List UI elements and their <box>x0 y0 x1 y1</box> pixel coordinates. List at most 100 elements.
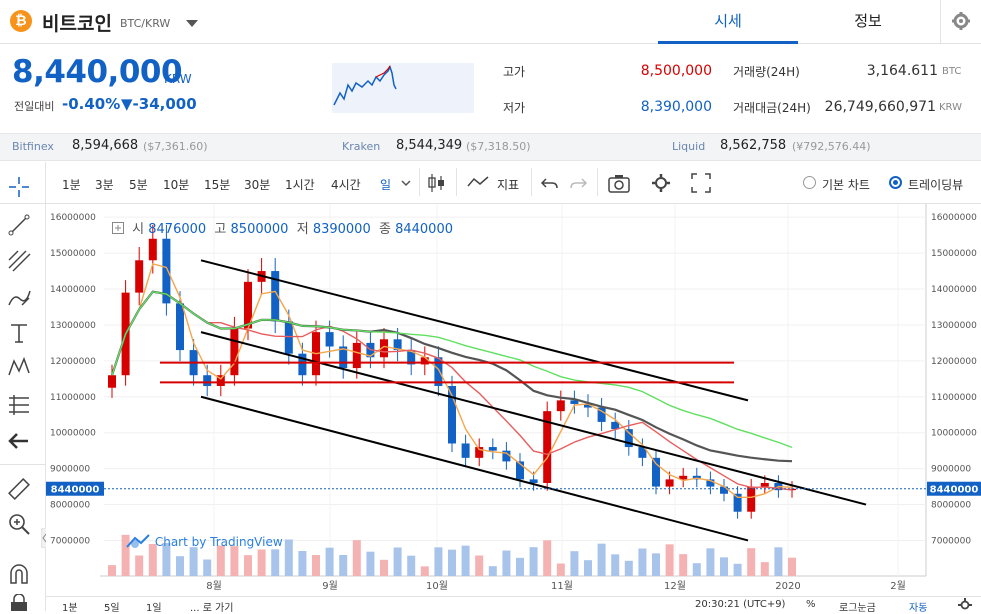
candle <box>584 403 592 408</box>
candle <box>244 281 252 329</box>
tab-quote[interactable]: 시세 <box>658 10 798 44</box>
basic-chart-label[interactable]: 기본 차트 <box>822 178 870 192</box>
candle <box>720 486 728 494</box>
trendline-icon[interactable] <box>6 212 32 238</box>
price-currency: KRW <box>164 72 192 86</box>
volume-bar <box>189 547 198 576</box>
timeframe-15m[interactable]: 15분 <box>204 178 231 192</box>
candle <box>733 493 742 512</box>
arrow-left-icon[interactable] <box>6 428 32 454</box>
timeframe-4h[interactable]: 4시간 <box>331 178 361 192</box>
goto-date[interactable]: ... 로 가기 <box>190 603 234 614</box>
percent-toggle[interactable]: % <box>806 599 816 610</box>
indicator-icon[interactable] <box>466 174 490 190</box>
moving-average-line <box>111 290 793 491</box>
price-sparkline <box>332 63 474 113</box>
moving-average-line <box>111 290 793 449</box>
volume-bar <box>543 540 552 576</box>
volume-bar <box>203 559 212 576</box>
last-price-tag <box>46 481 104 496</box>
pattern-icon[interactable] <box>6 355 32 381</box>
log-scale-toggle[interactable]: 로그눈금 <box>839 603 876 614</box>
volume-bar <box>420 566 429 576</box>
fib-icon[interactable] <box>6 248 32 274</box>
volume-bar <box>448 549 456 576</box>
legend-toggle-icon[interactable] <box>112 222 124 234</box>
coin-pair[interactable]: BTC/KRW <box>120 17 171 30</box>
zoom-in-icon[interactable] <box>6 511 32 537</box>
coin-name[interactable]: 비트코인 <box>42 13 112 35</box>
y-tick-right: 12000000 <box>931 357 977 367</box>
volume-bar <box>461 545 470 576</box>
lock-icon[interactable] <box>6 594 32 611</box>
x-tick: 2020 <box>775 581 800 592</box>
tab-info[interactable]: 정보 <box>854 12 882 30</box>
volume-bar <box>733 563 742 576</box>
volume-bar <box>352 540 361 576</box>
timeframe-1h[interactable]: 1시간 <box>285 178 315 192</box>
trendline <box>200 395 749 542</box>
timeframe-3m[interactable]: 3분 <box>95 178 114 192</box>
tradingview-label[interactable]: 트레이딩뷰 <box>908 178 964 192</box>
crosshair-icon[interactable] <box>6 174 32 200</box>
gear-icon[interactable] <box>958 598 972 611</box>
candle <box>380 339 388 358</box>
timeframe-1m[interactable]: 1분 <box>62 178 81 192</box>
magnet-icon[interactable] <box>6 561 32 587</box>
exchange-name[interactable]: Kraken <box>342 140 381 153</box>
volume-bar <box>176 556 184 576</box>
volume-bar <box>325 547 334 576</box>
clock[interactable]: 20:30:21 (UTC+9) <box>695 599 786 610</box>
text-icon[interactable] <box>6 320 32 346</box>
exchange-name[interactable]: Liquid <box>672 140 706 153</box>
brush-icon[interactable] <box>6 285 32 311</box>
volume-bar <box>230 546 239 576</box>
candle <box>393 339 402 351</box>
range-1d[interactable]: 1일 <box>146 603 162 614</box>
measure-icon[interactable] <box>6 392 32 418</box>
exchange-name[interactable]: Bitfinex <box>12 140 54 153</box>
high-label: 고가 <box>503 65 526 79</box>
candle <box>652 457 660 487</box>
volume-bar <box>148 544 157 576</box>
volume-bar <box>244 555 252 576</box>
timeframe-1d[interactable]: 일 <box>380 178 392 192</box>
trade-value-label: 거래대금(24H) <box>733 101 811 115</box>
price-chart[interactable]: 7000000 7000000 8000000 8000000 9000000 90000… <box>46 204 981 596</box>
redo-icon[interactable] <box>568 174 588 190</box>
timeframe-10m[interactable]: 10분 <box>163 178 190 192</box>
candle <box>420 357 429 365</box>
watermark: Chart by TradingView <box>125 533 283 549</box>
basic-chart-radio[interactable] <box>803 176 816 189</box>
trade-value-unit: KRW <box>939 102 962 113</box>
timeframe-5m[interactable]: 5분 <box>129 178 148 192</box>
chevron-down-icon[interactable] <box>400 178 412 188</box>
bitcoin-icon: ₿ <box>10 10 32 32</box>
camera-icon[interactable] <box>607 172 631 194</box>
volume-bar <box>692 563 701 576</box>
volume-bar <box>271 549 280 576</box>
low-value: 8,390,000 <box>640 99 712 115</box>
candle <box>529 479 538 483</box>
gear-icon[interactable] <box>650 172 672 194</box>
low-label: 저가 <box>503 101 526 115</box>
x-tick: 9월 <box>322 580 338 592</box>
candle-type-icon[interactable] <box>426 172 446 194</box>
range-1m[interactable]: 1분 <box>62 603 78 614</box>
fullscreen-icon[interactable] <box>690 172 712 194</box>
settings-button[interactable] <box>940 0 981 44</box>
tradingview-radio[interactable] <box>889 176 902 189</box>
volume-bar <box>652 553 660 576</box>
range-5d[interactable]: 5일 <box>104 603 120 614</box>
volume-bar <box>529 547 538 576</box>
timeframe-30m[interactable]: 30분 <box>244 178 271 192</box>
chevron-down-icon[interactable] <box>186 20 198 27</box>
indicators-button[interactable]: 지표 <box>497 178 520 192</box>
undo-icon[interactable] <box>540 174 560 190</box>
volume-bar <box>638 548 647 576</box>
ruler-icon[interactable] <box>6 476 32 502</box>
auto-scale-toggle[interactable]: 자동 <box>909 603 928 614</box>
ohlc-legend: 시 8476000 고 8500000 저 8390000 종 8440000 <box>112 218 453 237</box>
last-price-label: 8440000 <box>930 485 979 496</box>
x-tick: 2월 <box>890 580 906 592</box>
